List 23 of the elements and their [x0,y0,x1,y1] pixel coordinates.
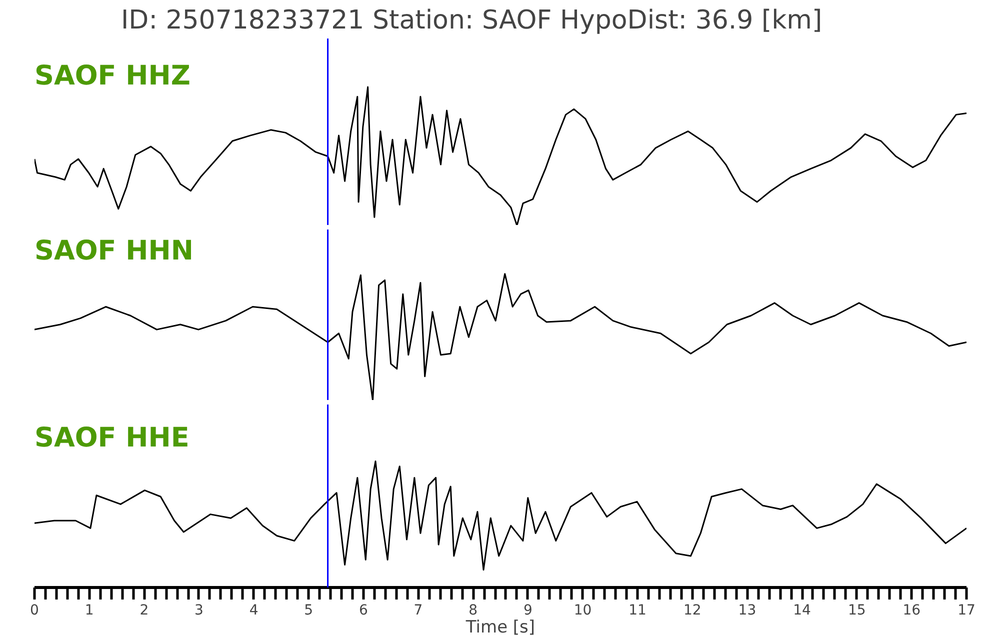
x-tick-label: 5 [304,602,314,618]
x-tick-label: 17 [958,602,976,618]
x-tick-label: 4 [249,602,258,618]
x-tick-label: 15 [848,602,866,618]
x-tick-label: 7 [414,602,423,618]
x-tick-label: 8 [468,602,478,618]
x-tick-label: 1 [84,602,94,618]
x-tick-label: 12 [683,602,702,618]
x-tick-label: 16 [902,602,921,618]
x-tick-label: 10 [574,602,592,618]
x-tick-label: 9 [523,602,532,618]
x-tick-label: 13 [738,602,756,618]
annotation: SAOF HHZ [34,60,190,92]
x-tick-label: 3 [194,602,204,618]
x-tick-label: 11 [628,602,646,618]
x-tick-label: 14 [793,602,812,618]
chart-title: ID: 250718233721 Station: SAOF HypoDist: 36.9 [km] [121,6,822,36]
x-tick-label: 6 [358,602,368,618]
text: SAOF HHE [34,422,190,454]
x-axis-title: Time [s] [464,618,536,638]
text: SAOF HHN [34,236,194,266]
x-tick-label: 0 [30,602,39,618]
x-tick-label: 2 [140,602,149,618]
